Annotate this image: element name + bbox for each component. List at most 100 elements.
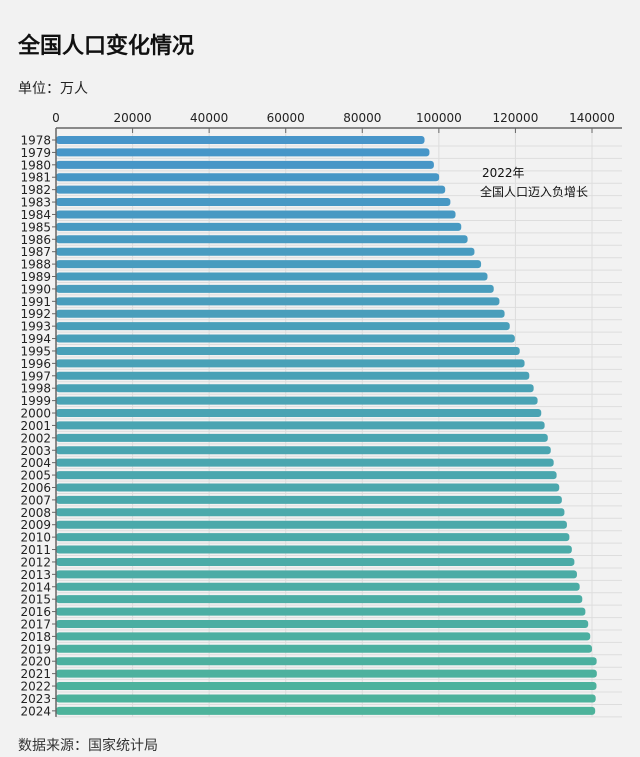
bar-2018: [56, 632, 591, 641]
bar-2024: [56, 706, 596, 715]
bar-1994: [56, 334, 515, 343]
y-tick-label: 1985: [20, 220, 51, 234]
bar-1989: [56, 272, 488, 281]
y-tick-label: 1999: [20, 394, 51, 408]
y-tick-label: 2001: [20, 419, 51, 433]
bar-2003: [56, 446, 551, 455]
bar-2006: [56, 483, 560, 492]
x-tick-label: 120000: [493, 111, 539, 125]
bar-1998: [56, 384, 534, 393]
bar-2008: [56, 508, 565, 517]
bar-1991: [56, 297, 500, 306]
chart-title: 全国人口变化情况: [18, 34, 195, 59]
bar-1999: [56, 396, 538, 405]
y-tick-label: 2007: [20, 493, 51, 507]
bar-1986: [56, 235, 468, 244]
y-tick-label: 1986: [20, 233, 51, 247]
bar-2016: [56, 607, 586, 616]
y-tick-label: 2021: [20, 667, 51, 681]
y-tick-label: 1978: [20, 134, 51, 148]
annotation-line1: 2022年: [482, 166, 525, 180]
bar-1983: [56, 198, 451, 207]
bar-2004: [56, 458, 554, 467]
y-tick-label: 1980: [20, 158, 51, 172]
bar-2002: [56, 433, 548, 442]
bar-2017: [56, 619, 589, 628]
data-source: 数据来源：国家统计局: [18, 738, 158, 754]
bar-1988: [56, 260, 482, 269]
y-tick-label: 1997: [20, 369, 51, 383]
y-tick-label: 2017: [20, 617, 51, 631]
bar-1992: [56, 309, 505, 318]
y-tick-label: 2009: [20, 518, 51, 532]
y-tick-label: 2004: [20, 456, 51, 470]
bar-1980: [56, 160, 434, 169]
y-tick-label: 1991: [20, 295, 51, 309]
bar-2019: [56, 644, 593, 653]
bar-2007: [56, 495, 562, 504]
bar-1995: [56, 346, 520, 355]
bar-1978: [56, 136, 425, 144]
x-tick-label: 0: [52, 111, 60, 125]
y-tick-label: 2022: [20, 680, 51, 694]
y-tick-label: 1992: [20, 307, 51, 321]
bar-2013: [56, 570, 577, 579]
y-tick-label: 2014: [20, 580, 51, 594]
x-tick-label: 140000: [569, 111, 615, 125]
y-tick-label: 1988: [20, 258, 51, 272]
y-tick-label: 2006: [20, 481, 51, 495]
bar-2010: [56, 533, 570, 542]
y-tick-label: 1989: [20, 270, 51, 284]
bar-1985: [56, 222, 462, 231]
bar-2021: [56, 669, 597, 678]
y-tick-label: 2012: [20, 555, 51, 569]
y-tick-label: 2018: [20, 630, 51, 644]
bar-2001: [56, 421, 545, 430]
annotation-line2: 全国人口迈入负增长: [480, 184, 588, 199]
y-tick-label: 1984: [20, 208, 51, 222]
bar-2015: [56, 595, 583, 604]
bars: [56, 136, 597, 715]
bar-1981: [56, 173, 440, 182]
unit-label: 单位：万人: [18, 81, 88, 97]
y-tick-label: 2023: [20, 692, 51, 706]
y-tick-label: 1998: [20, 382, 51, 396]
y-tick-label: 1990: [20, 282, 51, 296]
y-tick-label: 2005: [20, 469, 51, 483]
y-tick-label: 1987: [20, 245, 51, 259]
y-tick-label: 2011: [20, 543, 51, 557]
bar-2023: [56, 694, 596, 703]
y-tick-label: 1993: [20, 320, 51, 334]
y-tick-label: 1996: [20, 357, 51, 371]
x-tick-label: 60000: [267, 111, 305, 125]
y-tick-label: 1982: [20, 183, 51, 197]
y-tick-label: 2024: [20, 704, 51, 718]
bar-2012: [56, 557, 575, 566]
y-tick-label: 2013: [20, 568, 51, 582]
x-tick-label: 100000: [416, 111, 462, 125]
bar-2022: [56, 682, 597, 691]
bar-1982: [56, 185, 446, 194]
x-tick-label: 40000: [190, 111, 228, 125]
y-tick-label: 2010: [20, 531, 51, 545]
x-tick-label: 20000: [113, 111, 151, 125]
bar-1993: [56, 322, 510, 331]
bar-1997: [56, 371, 530, 380]
axes: 0 20000 40000 60000 80000 100000 120000 140000 1…: [20, 111, 622, 718]
bar-2000: [56, 409, 542, 418]
y-tick-label: 2015: [20, 593, 51, 607]
y-tick-label: 2020: [20, 655, 51, 669]
y-tick-label: 2008: [20, 506, 51, 520]
bar-2009: [56, 520, 567, 529]
y-tick-label: 2000: [20, 407, 51, 421]
y-tick-label: 2003: [20, 444, 51, 458]
y-tick-label: 1983: [20, 196, 51, 210]
y-tick-label: 1979: [20, 146, 51, 160]
y-tick-label: 1994: [20, 332, 51, 346]
bar-1990: [56, 284, 494, 293]
y-tick-label: 1981: [20, 171, 51, 185]
y-tick-label: 2019: [20, 642, 51, 656]
bar-2005: [56, 471, 557, 480]
